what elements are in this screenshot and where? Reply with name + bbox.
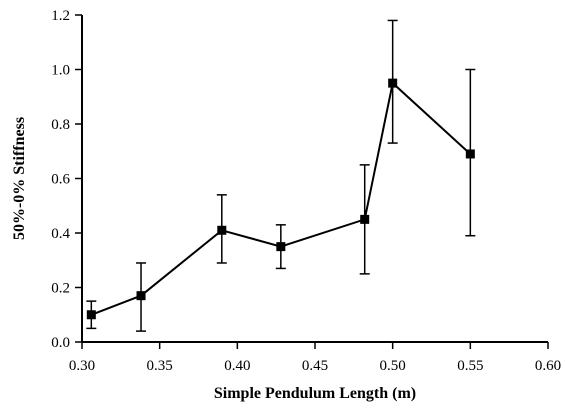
axes bbox=[81, 15, 548, 343]
y-tick-label: 0.6 bbox=[51, 172, 70, 188]
data-point bbox=[388, 78, 398, 88]
series-line bbox=[90, 81, 471, 316]
x-tick-label: 0.50 bbox=[380, 358, 406, 374]
x-tick-label: 0.45 bbox=[302, 358, 328, 374]
y-tick-label: 0.8 bbox=[51, 117, 70, 133]
series bbox=[86, 78, 475, 320]
y-tick-label: 0.4 bbox=[51, 226, 70, 242]
data-point bbox=[276, 242, 286, 252]
data-point bbox=[136, 291, 146, 301]
y-tick-label: 1.2 bbox=[51, 8, 70, 24]
data-point bbox=[217, 225, 227, 235]
x-tick-label: 0.55 bbox=[457, 358, 483, 374]
y-axis-title: 50%-0% Stiffness bbox=[11, 117, 28, 240]
error-bars bbox=[86, 19, 476, 332]
data-point bbox=[360, 214, 370, 224]
y-tick-label: 0.2 bbox=[51, 281, 70, 297]
ticks: 0.0 0.2 0.4 0.6 0.8 1.0 1.2 0.30 0.35 0.40 0.45 0.5… bbox=[51, 8, 561, 374]
data-point bbox=[86, 310, 96, 320]
y-tick-label: 0.0 bbox=[51, 335, 70, 351]
data-point bbox=[465, 149, 475, 159]
x-tick-label: 0.40 bbox=[224, 358, 250, 374]
x-tick-label: 0.35 bbox=[147, 358, 173, 374]
x-tick-label: 0.30 bbox=[69, 358, 95, 374]
x-axis-title: Simple Pendulum Length (m) bbox=[214, 385, 416, 402]
x-tick-label: 0.60 bbox=[535, 358, 561, 374]
y-tick-label: 1.0 bbox=[51, 63, 70, 79]
